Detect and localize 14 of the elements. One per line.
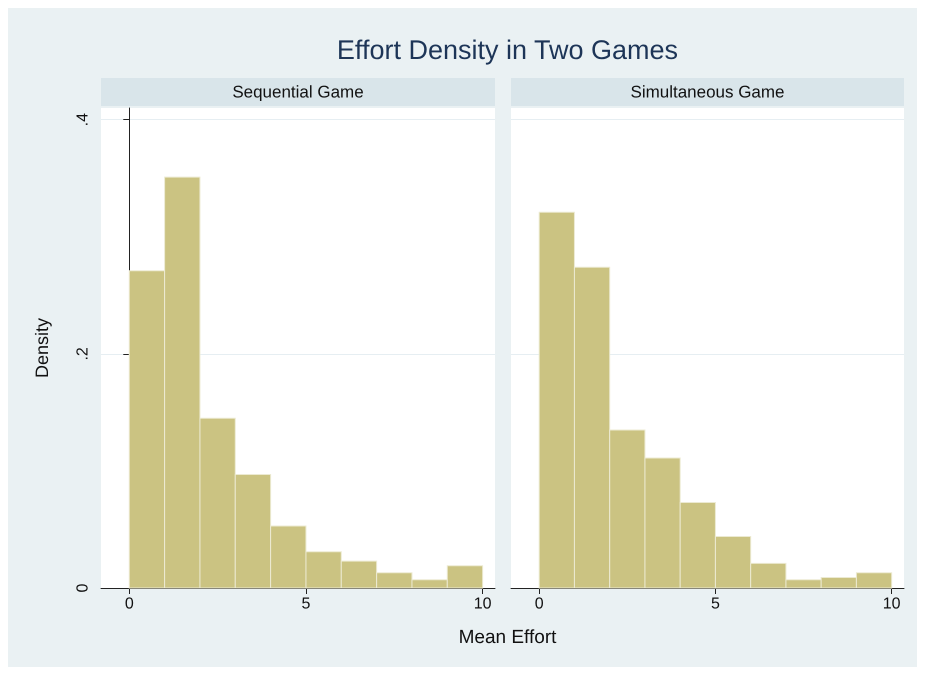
y-tick-label: .4: [74, 112, 92, 126]
x-tick-label: 5: [302, 596, 310, 612]
x-tick-label: 10: [474, 596, 492, 612]
y-tick-label: 0: [74, 583, 92, 592]
x-axis-title: Mean Effort: [458, 627, 556, 649]
chart-title: Effort Density in Two Games: [336, 35, 678, 67]
x-tick-label: 0: [534, 596, 544, 612]
y-axis-title: Density: [32, 318, 52, 378]
x-tick-label: 10: [882, 596, 901, 612]
y-tick-label: .2: [74, 347, 92, 361]
x-tick-label: 0: [124, 596, 134, 612]
x-tick-label: 5: [710, 596, 720, 612]
chart-subtitle: Sequential Game: [232, 82, 364, 102]
chart-subtitle: Simultaneous Game: [630, 82, 785, 102]
